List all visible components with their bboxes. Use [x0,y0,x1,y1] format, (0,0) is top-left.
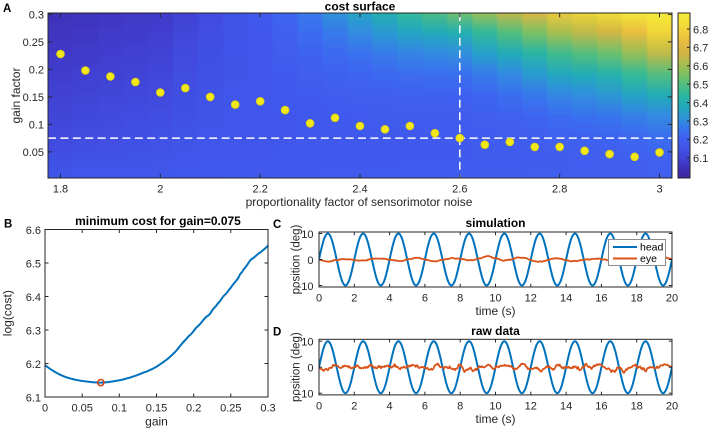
svg-text:16: 16 [595,400,607,412]
svg-text:6: 6 [422,400,428,412]
svg-text:gain: gain [145,415,168,429]
svg-text:B: B [4,219,12,231]
svg-text:12: 12 [525,293,537,305]
svg-text:0.15: 0.15 [23,92,44,104]
svg-text:16: 16 [595,293,607,305]
svg-text:4: 4 [387,293,393,305]
svg-text:0: 0 [316,400,322,412]
svg-text:2.4: 2.4 [352,184,367,196]
svg-text:0.2: 0.2 [29,65,44,77]
svg-text:6.6: 6.6 [26,225,41,237]
svg-text:0: 0 [42,403,48,415]
svg-text:6.4: 6.4 [693,98,708,110]
svg-text:simulation: simulation [465,216,525,230]
svg-text:10: 10 [489,400,501,412]
svg-text:6.2: 6.2 [26,359,41,371]
svg-text:4: 4 [387,400,393,412]
svg-text:6.5: 6.5 [693,80,708,92]
svg-text:2.2: 2.2 [253,184,268,196]
svg-text:0.3: 0.3 [29,10,44,22]
svg-text:time (s): time (s) [476,304,516,318]
svg-text:2.6: 2.6 [452,184,467,196]
svg-text:A: A [3,3,11,15]
svg-text:raw data: raw data [471,324,520,338]
svg-text:14: 14 [560,293,572,305]
svg-text:position (deg): position (deg) [291,332,303,402]
svg-text:0: 0 [316,293,322,305]
svg-text:1.8: 1.8 [53,184,68,196]
svg-text:6.4: 6.4 [26,292,41,304]
svg-text:6.3: 6.3 [693,116,708,128]
svg-text:20: 20 [666,400,678,412]
svg-text:log(cost): log(cost) [1,290,15,336]
svg-text:-10: -10 [298,389,314,401]
svg-text:0: 0 [307,255,313,267]
svg-text:20: 20 [666,293,678,305]
svg-text:minimum cost for gain=0.075: minimum cost for gain=0.075 [75,214,241,228]
svg-text:10: 10 [301,229,313,241]
svg-text:0.1: 0.1 [29,120,44,132]
svg-text:3: 3 [656,184,662,196]
svg-text:-10: -10 [298,281,314,293]
svg-text:gain factor: gain factor [9,67,23,123]
svg-text:14: 14 [560,400,572,412]
svg-text:proportionality factor of sens: proportionality factor of sensorimotor n… [246,195,473,209]
svg-text:6.2: 6.2 [693,135,708,147]
svg-text:position (deg): position (deg) [291,224,303,294]
svg-text:cost surface: cost surface [325,0,396,14]
svg-text:6.8: 6.8 [693,24,708,36]
svg-text:eye: eye [640,253,657,265]
svg-text:10: 10 [489,293,501,305]
svg-text:time (s): time (s) [476,412,516,426]
svg-text:2: 2 [157,184,163,196]
svg-text:2: 2 [351,293,357,305]
svg-text:2: 2 [351,400,357,412]
svg-text:6.5: 6.5 [26,258,41,270]
svg-text:C: C [273,219,281,231]
svg-text:12: 12 [525,400,537,412]
svg-text:6.1: 6.1 [693,153,708,165]
svg-text:6: 6 [422,293,428,305]
svg-text:18: 18 [631,400,643,412]
svg-text:8: 8 [457,293,463,305]
svg-text:0.25: 0.25 [220,403,241,415]
svg-text:0.05: 0.05 [71,403,92,415]
svg-text:head: head [640,242,664,254]
svg-text:6.3: 6.3 [26,325,41,337]
svg-text:18: 18 [631,293,643,305]
svg-text:10: 10 [301,337,313,349]
svg-text:0.25: 0.25 [23,37,44,49]
svg-text:2.8: 2.8 [552,184,567,196]
svg-text:0.05: 0.05 [23,147,44,159]
svg-text:6.7: 6.7 [693,43,708,55]
svg-text:0.2: 0.2 [186,403,201,415]
svg-text:0.1: 0.1 [112,403,127,415]
svg-text:D: D [273,327,281,339]
svg-text:0: 0 [307,363,313,375]
svg-text:6.6: 6.6 [693,61,708,73]
svg-text:8: 8 [457,400,463,412]
svg-text:6.1: 6.1 [26,392,41,404]
svg-text:0.15: 0.15 [146,403,167,415]
svg-text:0.3: 0.3 [260,403,275,415]
